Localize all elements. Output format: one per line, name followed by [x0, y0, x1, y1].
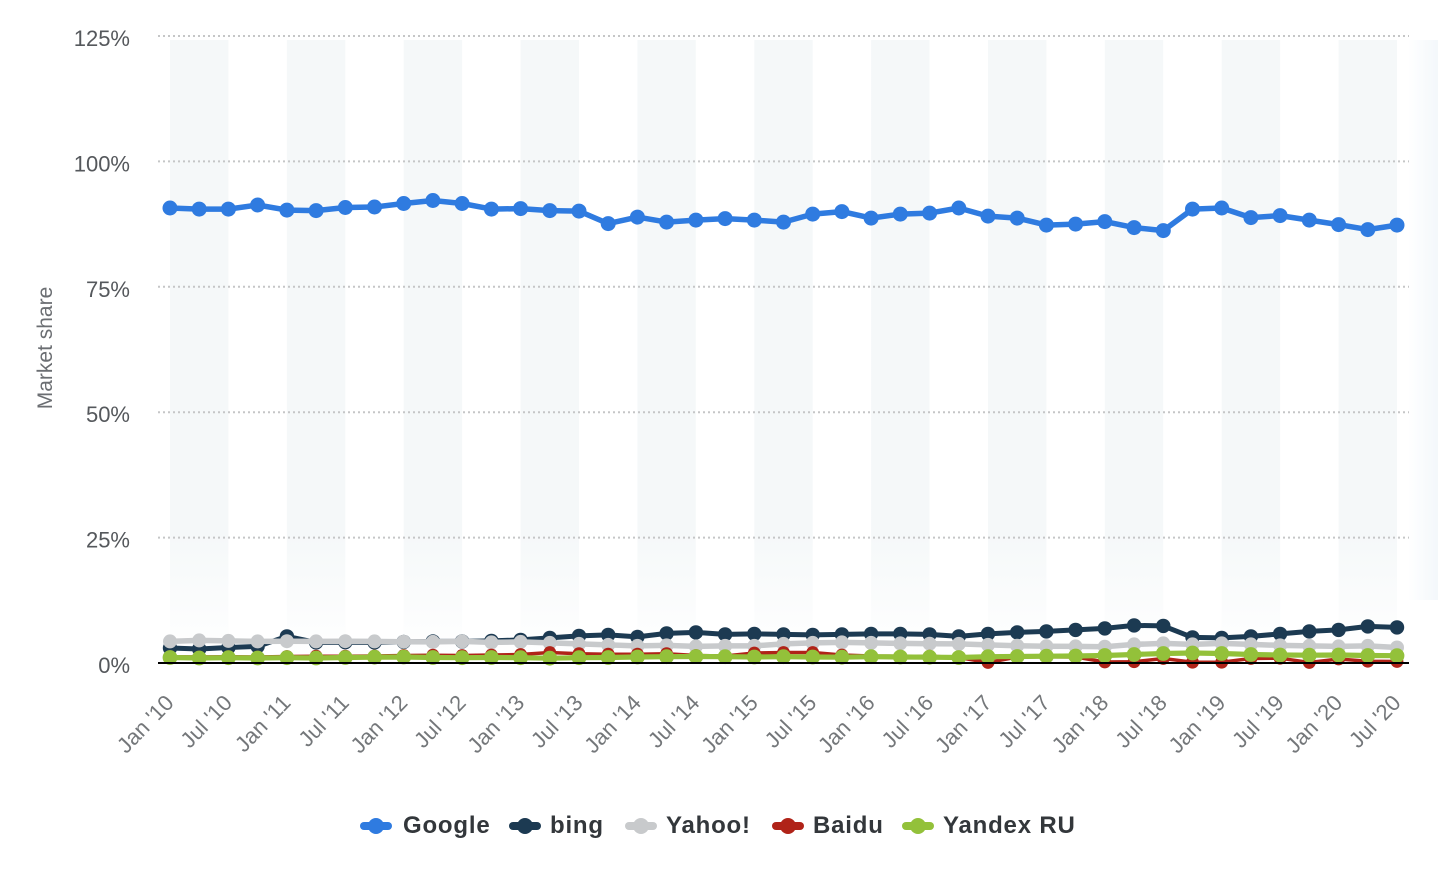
- svg-text:50%: 50%: [86, 402, 130, 427]
- svg-text:Market share: Market share: [34, 287, 57, 410]
- svg-text:Google: Google: [403, 812, 490, 839]
- svg-text:100%: 100%: [74, 151, 130, 176]
- svg-text:25%: 25%: [86, 528, 130, 553]
- svg-text:75%: 75%: [86, 277, 130, 302]
- svg-text:0%: 0%: [98, 653, 130, 678]
- svg-text:Yandex RU: Yandex RU: [943, 812, 1076, 839]
- svg-text:Yahoo!: Yahoo!: [666, 812, 751, 839]
- svg-text:Baidu: Baidu: [813, 812, 884, 839]
- svg-text:bing: bing: [550, 812, 604, 839]
- svg-text:125%: 125%: [74, 26, 130, 51]
